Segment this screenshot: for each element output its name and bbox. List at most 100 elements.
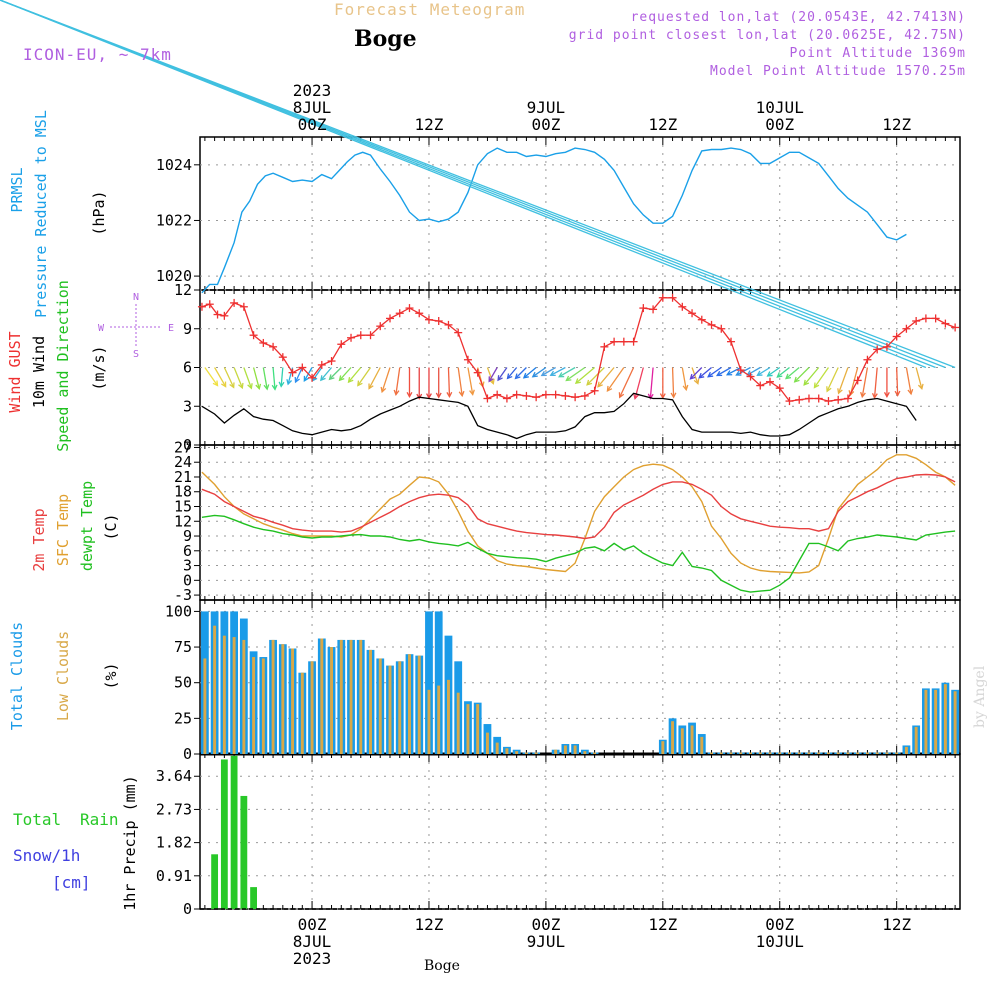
wind-arrow-shaft: [698, 367, 712, 379]
bottom-time-label-line: 00Z: [298, 915, 327, 934]
bottom-time-label-line: 12Z: [882, 915, 911, 934]
low-clouds-label: Low Clouds: [54, 631, 72, 721]
gust-marker: [434, 317, 443, 325]
low-cloud-bar: [222, 635, 226, 754]
gust-marker: [298, 363, 307, 372]
bottom-time-label-line: 00Z: [765, 915, 794, 934]
wind-arrow: [328, 367, 342, 381]
gust-marker: [649, 305, 658, 314]
low-cloud-bar: [291, 648, 295, 754]
gust-marker: [873, 345, 882, 354]
gust-marker: [707, 320, 716, 329]
top-time-label-line: 10JUL: [756, 98, 804, 117]
wind-arrow-head: [565, 375, 572, 382]
wind-arrow-shaft: [320, 367, 333, 381]
wind-arrow-head: [221, 381, 227, 388]
gust-marker: [717, 324, 726, 333]
wind-arrow-shaft: [803, 367, 820, 386]
bottom-time-label-line: 9JUL: [527, 932, 566, 951]
gust-marker: [213, 310, 222, 319]
wind-arrow-shaft: [707, 366, 722, 378]
wind-arrow-head: [469, 389, 475, 396]
wind-arrow: [647, 367, 654, 400]
gust-marker: [386, 314, 394, 323]
low-cloud-bar: [505, 748, 509, 754]
wind-arrow-head: [338, 375, 345, 382]
total-cloud-bar: [425, 611, 433, 754]
y-tick-label: 24: [174, 453, 192, 471]
wind-arrow: [416, 367, 423, 400]
y-tick-label: 12: [174, 512, 192, 530]
wind-arrow-shaft: [497, 367, 508, 381]
wind-arrow: [214, 367, 227, 388]
wind-arrow-shaft: [837, 367, 849, 394]
wind-arrow-head: [212, 380, 219, 387]
wind-arrow: [271, 367, 278, 391]
low-cloud-bar: [437, 685, 441, 754]
wind-arrow-head: [871, 392, 878, 400]
y-tick-label: 18: [174, 483, 192, 501]
gust-marker: [882, 342, 891, 351]
total-rain-label-total: Total: [13, 810, 61, 829]
wind-arrow-shaft: [488, 367, 498, 382]
y-tick-label: 21: [174, 468, 192, 486]
wind-arrow: [497, 367, 508, 382]
gust-marker: [220, 311, 229, 320]
panel-wind: 0 3 6 9 12: [174, 281, 961, 454]
wind-arrow: [294, 367, 303, 384]
wind-arrow: [837, 367, 849, 395]
wind-arrow-head: [303, 375, 309, 383]
gust-marker: [834, 395, 843, 404]
wind-arrow-head: [735, 370, 742, 376]
grid-point-coords: grid point closest lon,lat (20.0625E, 42…: [568, 28, 966, 43]
wind-arrow-shaft: [565, 366, 586, 381]
compass-rose: N S W E: [98, 292, 174, 360]
wind-arrow: [813, 367, 829, 389]
gust-marker: [941, 319, 950, 328]
gust-marker: [756, 381, 765, 390]
wind-arrow-head: [670, 392, 677, 399]
wind-arrow-shaft: [905, 367, 912, 395]
wind-arrow-head: [328, 374, 335, 381]
y-tick-label: 27: [174, 438, 192, 456]
panel-frame: [199, 753, 961, 910]
wind-arrow-head: [574, 378, 581, 385]
y-tick-label: 1.82: [156, 834, 192, 852]
total-rain-label-rain: Rain: [80, 810, 119, 829]
low-cloud-bar: [807, 752, 811, 754]
dewpt-line: [201, 514, 956, 593]
wind-arrow-head: [247, 383, 253, 390]
dewpt-label: dewpt Temp: [78, 481, 96, 571]
wind-arrow-head: [489, 378, 495, 385]
wind-arrow: [233, 367, 244, 390]
low-cloud-bar: [524, 752, 528, 754]
wind-arrow-shaft: [757, 366, 771, 376]
wind-arrow-head: [586, 379, 593, 386]
gust-marker: [804, 394, 813, 403]
wind-arrow-shaft: [747, 366, 761, 376]
wind-arrow-head: [766, 371, 773, 377]
gust-marker: [424, 315, 433, 324]
wind-arrow: [883, 367, 890, 399]
top-time-label: 12Z: [648, 115, 677, 134]
y-tick-label: 0: [183, 571, 192, 589]
gust-marker: [366, 331, 375, 340]
wind-arrow-shaft: [813, 367, 829, 388]
wind-arrow-head: [698, 372, 705, 379]
wind-arrow: [558, 366, 576, 378]
wind-arrow-shaft: [368, 367, 381, 389]
total-cloud-bar: [434, 611, 443, 754]
wind-arrow: [606, 367, 625, 393]
low-cloud-bar: [388, 665, 392, 754]
gust-marker: [522, 391, 531, 400]
gust-marker: [444, 320, 453, 329]
gust-marker: [795, 395, 804, 404]
wind-arrow-shaft: [243, 367, 252, 389]
low-cloud-bar: [680, 728, 684, 754]
wind-arrow-shaft: [515, 367, 527, 379]
wind-arrow-shaft: [447, 367, 451, 397]
